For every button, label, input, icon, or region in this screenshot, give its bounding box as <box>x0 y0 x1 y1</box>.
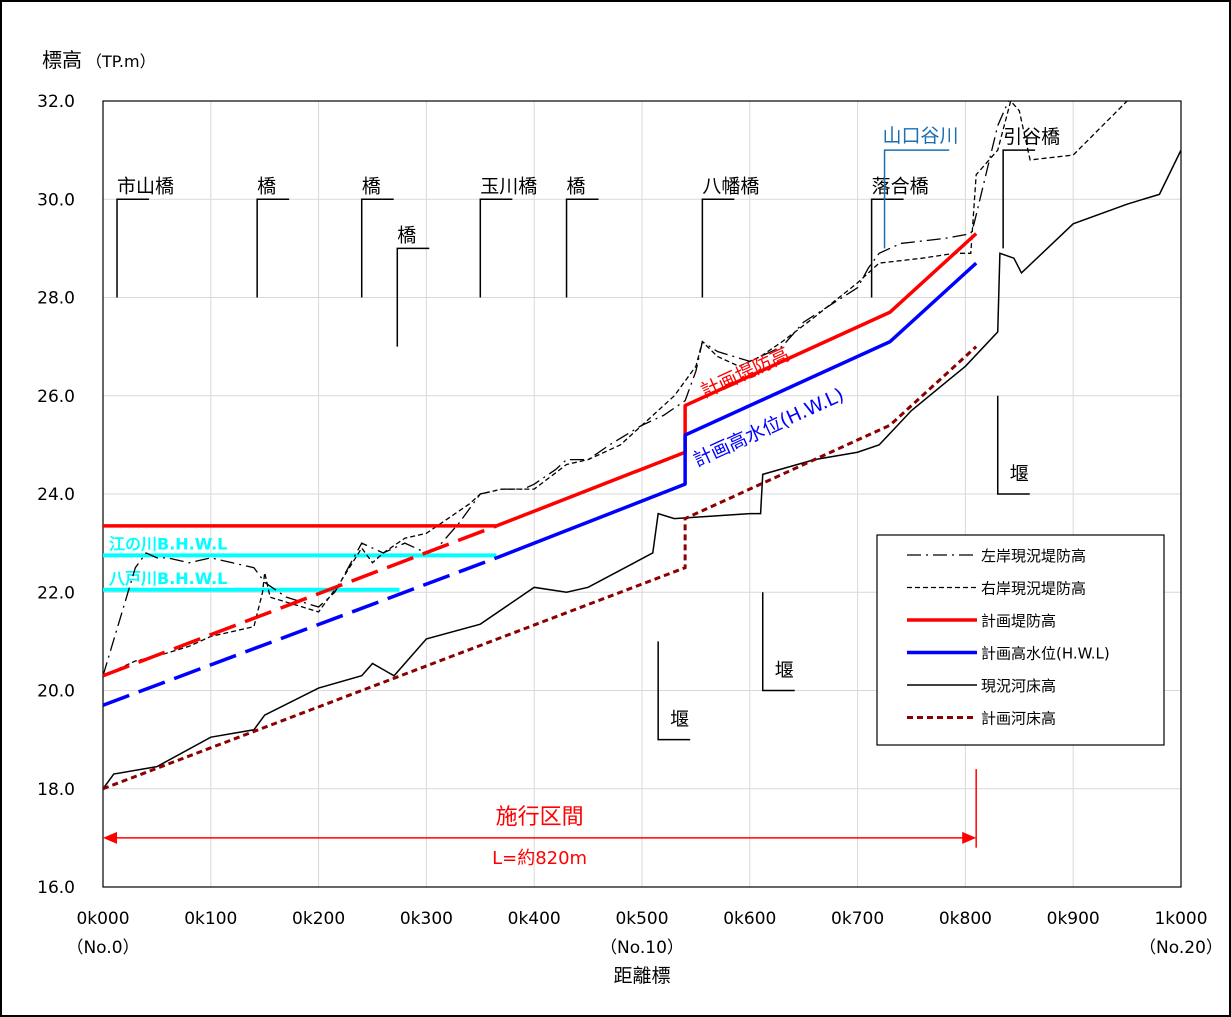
x-tick-label: 0k700 <box>831 909 884 929</box>
bridge-marker <box>256 198 290 298</box>
bridge-label: 橋 <box>257 175 276 197</box>
plot-area-border <box>102 100 1182 888</box>
bridge-label: 市山橋 <box>117 175 174 197</box>
bridge-marker <box>360 198 394 298</box>
legend-label: 計画高水位(H.W.L) <box>981 645 1110 663</box>
y-tick-label: 26.0 <box>37 387 75 407</box>
bridge-marker <box>870 198 904 298</box>
x-tick-label: 0k800 <box>939 909 992 929</box>
span-arrow-head-left <box>103 831 117 844</box>
series-line <box>103 101 1010 676</box>
series-line <box>495 261 978 560</box>
x-tick-sublabel: （No.20） <box>1139 938 1223 958</box>
x-tick-label: 0k900 <box>1047 909 1100 929</box>
yamaguchi-label: 山口谷川 <box>883 125 959 147</box>
bridge-marker <box>479 198 513 298</box>
bridge-label: 橋 <box>397 224 416 246</box>
bridge-label: 玉川橋 <box>480 175 537 197</box>
bridge-label: 橋 <box>362 175 381 197</box>
span-arrow-head-right <box>962 831 977 844</box>
y-tick-label: 28.0 <box>37 289 75 309</box>
x-tick-label: 0k100 <box>184 909 237 929</box>
x-tick-label: 0k200 <box>292 909 345 929</box>
legend-label: 右岸現況堤防高 <box>981 580 1086 598</box>
series-line <box>495 232 978 528</box>
legend-label: 左岸現況堤防高 <box>981 547 1086 565</box>
yamaguchi-marker <box>883 149 950 249</box>
reference-line-label: 八戸川B.H.W.L <box>108 569 227 588</box>
series-line <box>103 345 978 791</box>
bridge-label: 八幡橋 <box>702 175 759 197</box>
weir-label: 堰 <box>1010 463 1029 485</box>
legend-label: 計画河床高 <box>981 710 1056 728</box>
legend-label: 現況河床高 <box>981 677 1056 695</box>
bridge-marker <box>1002 149 1036 249</box>
weir-label: 堰 <box>775 660 794 682</box>
legend-label: 計画堤防高 <box>981 612 1056 630</box>
series-line <box>103 101 1128 677</box>
x-tick-label: 0k500 <box>615 909 668 929</box>
bridge-label: 橋 <box>567 175 586 197</box>
y-tick-label: 16.0 <box>37 878 75 898</box>
y-tick-label: 18.0 <box>37 780 75 800</box>
x-tick-sublabel: （No.10） <box>600 938 684 958</box>
y-tick-label: 32.0 <box>37 92 75 112</box>
weir-marker <box>761 592 795 692</box>
weir-marker <box>996 395 1030 495</box>
series-line-dashed <box>103 524 498 678</box>
x-tick-label: 0k600 <box>723 909 776 929</box>
y-axis-title: 標高 <box>42 48 82 72</box>
y-tick-label: 30.0 <box>37 190 75 210</box>
bridge-marker <box>565 198 599 298</box>
legend-box <box>876 534 1165 746</box>
series-line-dashed <box>103 556 498 707</box>
reference-line-label: 江の川B.H.W.L <box>109 534 227 553</box>
x-tick-label: 1k000 <box>1154 909 1207 929</box>
y-tick-label: 24.0 <box>37 485 75 505</box>
y-axis-unit: （TP.m） <box>86 52 156 71</box>
x-axis-title: 距離標 <box>613 965 670 987</box>
bridge-marker <box>116 198 150 298</box>
span-label: 施行区間 <box>496 805 584 830</box>
bridge-label: 引谷橋 <box>1003 126 1060 148</box>
weir-label: 堰 <box>670 709 689 731</box>
bridge-marker <box>396 247 430 347</box>
x-tick-label: 0k300 <box>400 909 453 929</box>
x-tick-label: 0k400 <box>508 909 561 929</box>
weir-marker <box>657 641 691 741</box>
bridge-label: 落合橋 <box>872 175 929 197</box>
x-tick-sublabel: （No.0） <box>66 938 139 958</box>
bridge-marker <box>701 198 735 298</box>
span-length-label: L=約820m <box>492 848 587 869</box>
y-tick-label: 20.0 <box>37 682 75 702</box>
y-tick-label: 22.0 <box>37 583 75 603</box>
x-tick-label: 0k000 <box>76 909 129 929</box>
series-line <box>103 149 1181 790</box>
